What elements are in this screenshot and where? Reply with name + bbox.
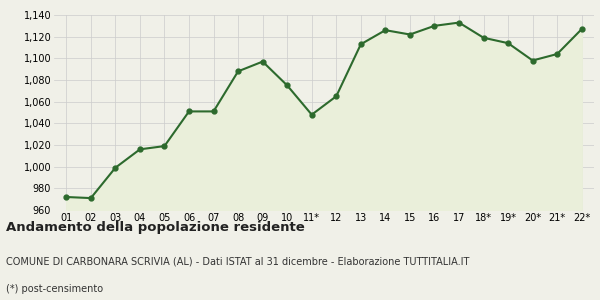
Text: COMUNE DI CARBONARA SCRIVIA (AL) - Dati ISTAT al 31 dicembre - Elaborazione TUTT: COMUNE DI CARBONARA SCRIVIA (AL) - Dati … — [6, 256, 469, 266]
Text: (*) post-censimento: (*) post-censimento — [6, 284, 103, 293]
Text: Andamento della popolazione residente: Andamento della popolazione residente — [6, 220, 305, 233]
